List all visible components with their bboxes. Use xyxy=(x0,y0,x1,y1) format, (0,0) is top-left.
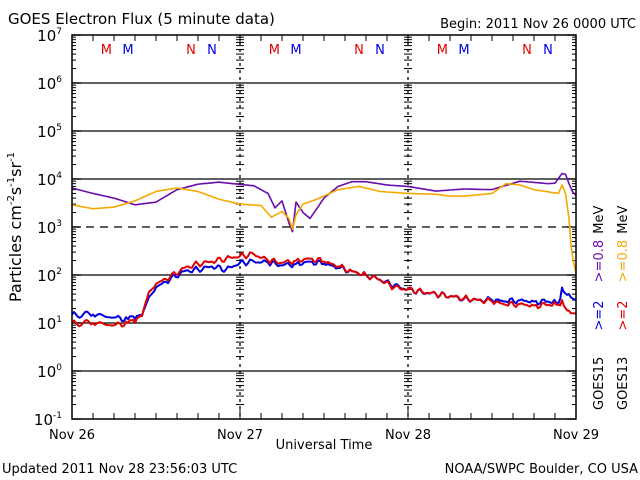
legend-goes15-unit: MeV xyxy=(592,206,607,234)
series-line-goes13-2-mev xyxy=(72,251,576,328)
legend-goes15: GOES15 >=2 >=0.8 MeV xyxy=(592,206,607,410)
y-label-sup3: -1 xyxy=(6,152,17,162)
plot-frame xyxy=(71,34,577,420)
x-tick-labels: Nov 26 Nov 27 Nov 28 Nov 29 xyxy=(49,428,599,443)
y-tick-exp: 1 xyxy=(56,315,62,325)
series-line-goes13-0-8-mev xyxy=(72,182,576,274)
y-tick-base: 10 xyxy=(34,411,53,429)
y-tick-label: 101 xyxy=(37,315,62,333)
chart-title: GOES Electron Flux (5 minute data) xyxy=(8,10,275,28)
y-tick-label: 105 xyxy=(37,123,62,141)
y-tick-base: 10 xyxy=(37,27,56,45)
x-tick-label: Nov 29 xyxy=(553,428,599,443)
y-label-text: Particles cm xyxy=(6,205,25,302)
y-tick-base: 10 xyxy=(37,123,56,141)
y-tick-base: 10 xyxy=(37,171,56,189)
event-marker: M xyxy=(269,43,280,58)
svg-text:Particles cm-2s-1sr-1: Particles cm-2s-1sr-1 xyxy=(6,152,25,302)
legend-goes15-e08: >=0.8 xyxy=(592,240,607,282)
legend-goes13: GOES13 >=2 >=0.8 MeV xyxy=(616,206,631,410)
event-marker: N xyxy=(543,43,553,58)
legend-goes13-e2: >=2 xyxy=(616,300,631,330)
credit-text: NOAA/SWPC Boulder, CO USA xyxy=(445,462,638,477)
y-label-sup2: -1 xyxy=(6,177,17,187)
event-marker: N xyxy=(522,43,532,58)
event-marker: M xyxy=(290,43,301,58)
y-axis-label: Particles cm-2s-1sr-1 xyxy=(6,152,25,302)
y-tick-base: 10 xyxy=(37,219,56,237)
series-line-goes15-2-mev xyxy=(72,258,576,323)
y-tick-exp: 2 xyxy=(56,267,62,277)
svg-text:GOES15 >=2 >=0: GOES15 >=2 >=0.8 MeV xyxy=(592,206,607,410)
legend-goes15-sat: GOES15 xyxy=(592,357,607,410)
legend-goes13-e08: >=0.8 xyxy=(616,240,631,282)
y-label-sup1: -2 xyxy=(6,195,17,205)
series-lines xyxy=(72,172,576,328)
y-tick-base: 10 xyxy=(37,363,56,381)
x-axis-label: Universal Time xyxy=(276,438,373,453)
event-marker: N xyxy=(375,43,385,58)
y-tick-label: 103 xyxy=(37,219,62,237)
event-marker: M xyxy=(122,43,133,58)
x-tick-label: Nov 27 xyxy=(217,428,263,443)
updated-timestamp: Updated 2011 Nov 28 23:56:03 UTC xyxy=(2,462,237,477)
y-tick-base: 10 xyxy=(37,75,56,93)
y-tick-exp: 3 xyxy=(56,219,62,229)
legend-goes13-sat: GOES13 xyxy=(616,357,631,410)
y-tick-label: 104 xyxy=(37,171,62,189)
grid-lines xyxy=(72,35,576,419)
y-tick-exp: 7 xyxy=(56,27,62,37)
legend-goes15-e2: >=2 xyxy=(592,300,607,330)
begin-label: Begin: 2011 Nov 26 0000 UTC xyxy=(440,17,636,32)
event-marker: N xyxy=(186,43,196,58)
axis-ticks xyxy=(72,34,576,420)
y-tick-exp: 0 xyxy=(56,363,62,373)
y-tick-exp: 6 xyxy=(56,75,62,85)
y-tick-exp: 4 xyxy=(56,171,62,181)
y-tick-base: 10 xyxy=(37,315,56,333)
svg-text:GOES13 >=2 >=0: GOES13 >=2 >=0.8 MeV xyxy=(616,206,631,410)
y-tick-exp: 5 xyxy=(56,123,62,133)
series-line-goes15-0-8-mev xyxy=(72,172,576,233)
event-marker: N xyxy=(354,43,364,58)
x-tick-label: Nov 26 xyxy=(49,428,95,443)
event-marker: N xyxy=(207,43,217,58)
y-tick-label: 107 xyxy=(37,27,62,45)
y-tick-exp: -1 xyxy=(53,411,62,421)
legend: GOES15 >=2 >=0.8 MeV GOES13 >=2 >=0.8 Me… xyxy=(592,206,631,410)
x-tick-label: Nov 28 xyxy=(385,428,431,443)
event-marker: M xyxy=(437,43,448,58)
legend-goes13-unit: MeV xyxy=(616,206,631,234)
y-tick-label: 106 xyxy=(37,75,62,93)
y-tick-label: 100 xyxy=(37,363,62,381)
event-marker: M xyxy=(458,43,469,58)
y-label-s: s xyxy=(6,187,25,195)
event-marker: M xyxy=(101,43,112,58)
y-label-sr: sr xyxy=(6,162,25,177)
y-tick-label: 10-1 xyxy=(34,411,62,429)
y-tick-label: 102 xyxy=(37,267,62,285)
y-tick-base: 10 xyxy=(37,267,56,285)
